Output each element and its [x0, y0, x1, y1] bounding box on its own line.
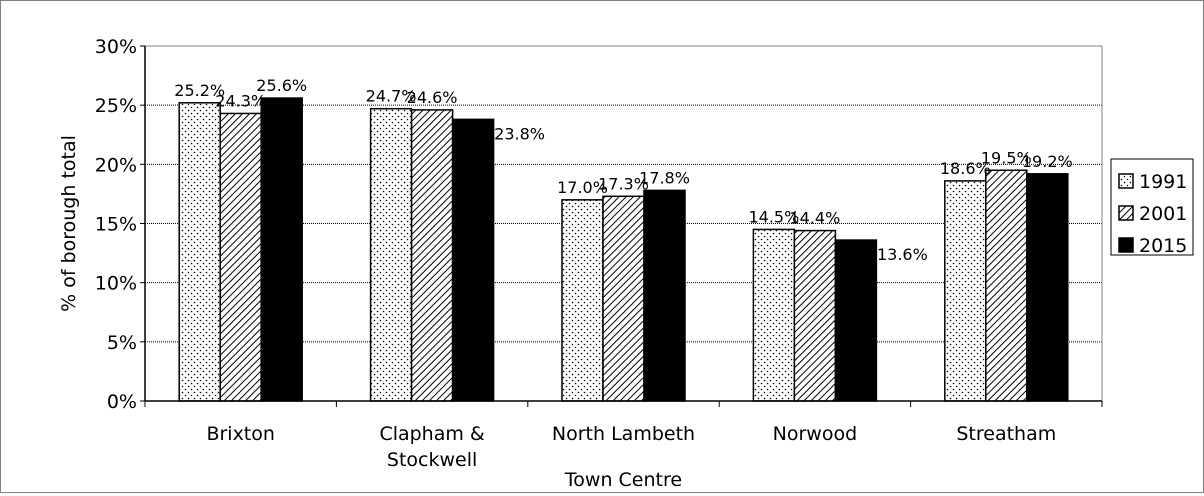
legend-label-2001: 2001: [1139, 203, 1187, 225]
bar-1991-4: [944, 180, 987, 402]
y-tick-label: 5%: [107, 332, 137, 354]
x-category-label: Norwood: [773, 423, 858, 445]
bar-2015-1: [451, 118, 495, 402]
data-label: 13.6%: [877, 245, 928, 264]
x-category-label: Streatham: [956, 423, 1056, 445]
bar-2001-3: [793, 229, 837, 402]
data-label: 24.6%: [407, 88, 458, 107]
bar-2015-3: [834, 239, 878, 402]
data-label: 19.2%: [1022, 152, 1073, 171]
bar-1991-3: [752, 228, 796, 402]
y-axis-title: % of borough total: [58, 135, 80, 312]
bar-2015-0: [260, 97, 303, 402]
x-category-label: Clapham &: [379, 423, 484, 445]
data-label: 14.5%: [748, 207, 799, 226]
y-tick-label: 0%: [107, 391, 137, 413]
data-label: 25.6%: [256, 76, 307, 95]
y-tick-label: 30%: [95, 36, 137, 58]
y-tick-label: 15%: [95, 214, 137, 236]
bar-2015-4: [1026, 173, 1069, 402]
bar-1991-1: [369, 107, 413, 402]
legend-swatch-2015: [1118, 237, 1134, 253]
data-label: 18.6%: [940, 159, 991, 178]
data-label: 17.3%: [598, 174, 649, 193]
bar-2001-1: [410, 109, 454, 402]
data-label: 25.2%: [174, 81, 225, 100]
bar-2015-2: [643, 189, 686, 402]
data-label: 23.8%: [494, 124, 545, 143]
bar-1991-2: [561, 199, 604, 402]
x-axis-title: Town Centre: [564, 469, 682, 491]
y-tick-label: 20%: [95, 154, 137, 176]
data-label: 14.4%: [789, 209, 840, 228]
bar-2001-0: [219, 112, 262, 402]
bar-2001-4: [985, 169, 1028, 402]
legend-swatch-2001: [1118, 205, 1134, 221]
bar-2001-2: [602, 195, 645, 402]
data-label: 19.5%: [981, 148, 1032, 167]
legend-label-2015: 2015: [1139, 235, 1187, 257]
data-label: 24.3%: [215, 91, 266, 110]
legend-swatch-1991: [1118, 173, 1134, 189]
x-category-label: Stockwell: [387, 449, 477, 471]
data-label: 17.8%: [639, 168, 690, 187]
data-label: 17.0%: [557, 178, 608, 197]
legend-label-1991: 1991: [1139, 171, 1187, 193]
data-label: 24.7%: [366, 87, 417, 106]
x-category-label: Brixton: [206, 423, 275, 445]
y-tick-label: 25%: [95, 95, 137, 117]
y-tick-label: 10%: [95, 273, 137, 295]
bar-1991-0: [178, 102, 221, 402]
x-category-label: North Lambeth: [552, 423, 695, 445]
